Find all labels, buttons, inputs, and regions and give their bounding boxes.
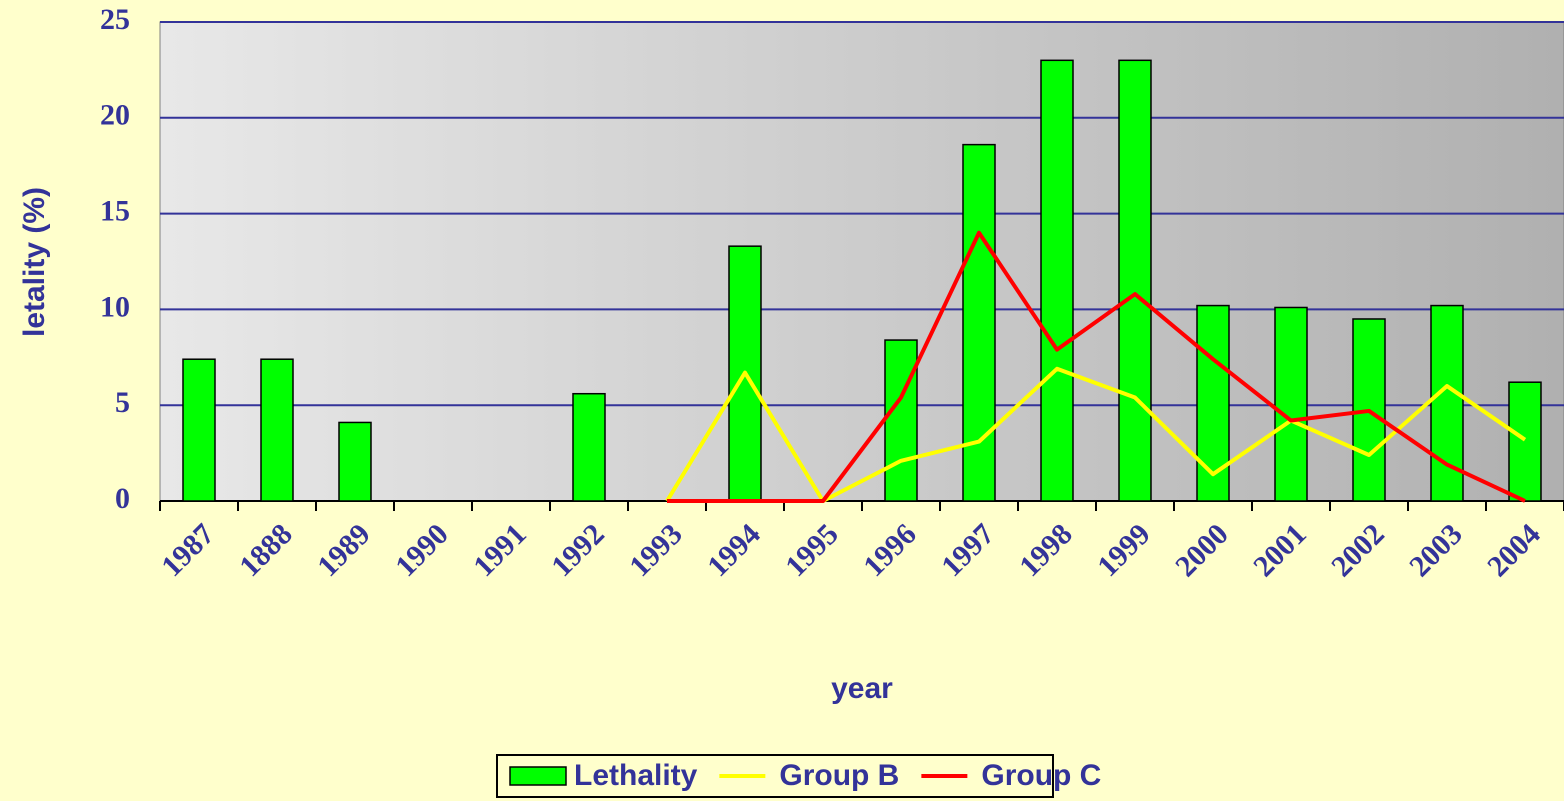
y-axis-title: letality (%) (18, 187, 51, 337)
y-tick-label: 15 (100, 194, 130, 227)
legend-label: Group B (779, 759, 899, 792)
bar (1118, 59, 1152, 502)
x-tick-label: 2001 (1247, 517, 1313, 583)
x-tick-label: 1997 (935, 517, 1001, 583)
x-tick-label: 1888 (233, 517, 299, 583)
x-tick-label: 1998 (1013, 517, 1079, 583)
bar (260, 358, 294, 502)
x-tick-label: 1994 (701, 517, 767, 583)
x-tick-label: 1987 (155, 517, 221, 583)
y-tick-label: 0 (115, 482, 130, 515)
x-tick-label: 1993 (623, 517, 689, 583)
x-axis-title: year (831, 672, 893, 705)
line (667, 230, 1526, 503)
bar (182, 358, 216, 502)
x-tick-label: 2004 (1481, 517, 1547, 583)
y-tick-label: 25 (100, 3, 130, 36)
x-tick-label: 2002 (1325, 517, 1391, 583)
x-tick-label: 2000 (1169, 517, 1235, 583)
y-tick-label: 10 (100, 290, 130, 323)
legend-label: Group C (981, 759, 1101, 792)
bar (338, 421, 372, 502)
x-tick-label: 1990 (389, 517, 455, 583)
x-tick-label: 1989 (311, 517, 377, 583)
x-tick-label: 1995 (779, 517, 845, 583)
x-tick-label: 1991 (467, 517, 533, 583)
x-tick-label: 1992 (545, 517, 611, 583)
x-tick-label: 1996 (857, 517, 923, 583)
bar (962, 143, 996, 502)
legend: Lethality Group B Group C (496, 754, 1101, 798)
x-tick-label: 2003 (1403, 517, 1469, 583)
line (665, 366, 1527, 503)
bar (1508, 381, 1542, 502)
plot-area (159, 21, 1564, 502)
bar (884, 339, 918, 502)
bar (1040, 59, 1074, 502)
legend-swatch (509, 766, 567, 786)
y-tick-label: 20 (100, 99, 130, 132)
x-tick-label: 1999 (1091, 517, 1157, 583)
y-tick-label: 5 (115, 386, 130, 419)
bar (572, 392, 606, 502)
legend-label: Lethality (574, 759, 698, 792)
bar (1274, 306, 1308, 502)
